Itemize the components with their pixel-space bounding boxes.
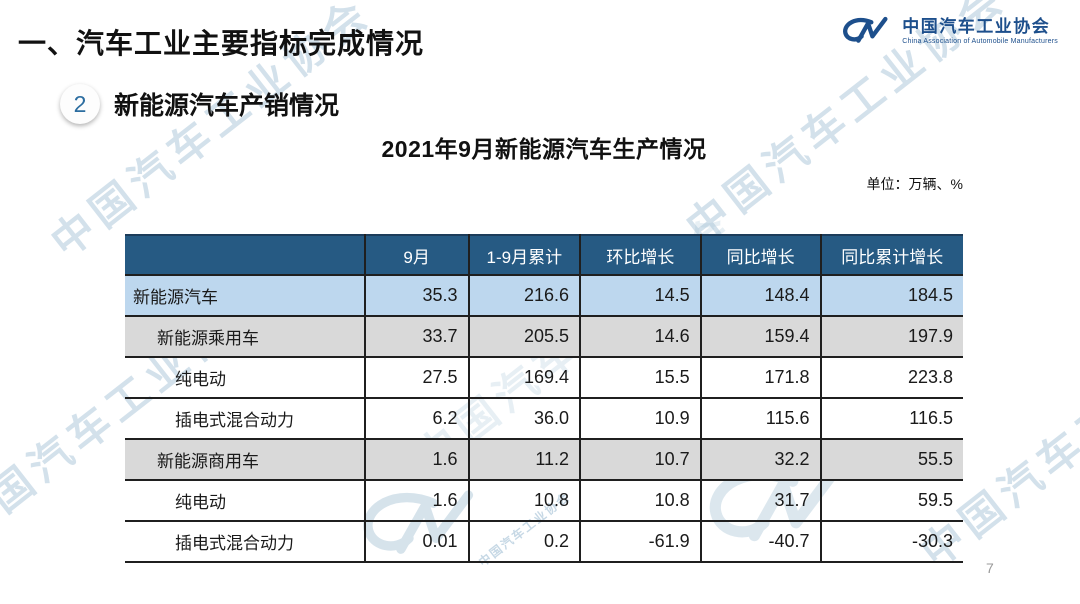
logo-name-en: China Association of Automobile Manufact… <box>902 38 1058 46</box>
col-header-mom: 环比增长 <box>579 235 701 275</box>
cell: 115.6 <box>699 398 821 439</box>
row-label: 插电式混合动力 <box>175 411 294 430</box>
cell: 223.8 <box>819 357 963 398</box>
col-header-blank <box>125 235 365 275</box>
cell: 171.8 <box>699 357 821 398</box>
section-header: 2 新能源汽车产销情况 <box>60 84 339 124</box>
row-label: 插电式混合动力 <box>175 534 294 553</box>
slide-heading: 一、汽车工业主要指标完成情况 <box>18 28 425 59</box>
cell: 205.5 <box>467 316 581 357</box>
cell: 10.9 <box>579 398 701 439</box>
table-block: 2021年9月新能源汽车生产情况 单位：万辆、% 9月 1-9月累计 环比增长 … <box>125 130 963 563</box>
col-header-month: 9月 <box>363 235 469 275</box>
cell: 35.3 <box>363 275 469 316</box>
cell: 6.2 <box>363 398 469 439</box>
row-label: 新能源商用车 <box>125 439 365 480</box>
cell: -61.9 <box>579 521 701 562</box>
cell: 10.8 <box>579 480 701 521</box>
table-row: 纯电动 27.5 169.4 15.5 171.8 223.8 <box>125 357 963 398</box>
cell: 148.4 <box>699 275 821 316</box>
cell: 0.01 <box>363 521 469 562</box>
cell: -40.7 <box>699 521 821 562</box>
cell: 14.6 <box>579 316 701 357</box>
cell: 14.5 <box>579 275 701 316</box>
caam-logo: 中国汽车工业协会 China Association of Automobile… <box>840 14 1058 50</box>
col-header-yoy-cum: 同比累计增长 <box>819 235 963 275</box>
table-header-row: 9月 1-9月累计 环比增长 同比增长 同比累计增长 <box>125 235 963 275</box>
section-title: 新能源汽车产销情况 <box>114 92 340 120</box>
table-title: 2021年9月新能源汽车生产情况 <box>381 136 707 162</box>
unit-note: 单位：万辆、% <box>866 176 963 192</box>
cm-logo-icon <box>843 16 888 43</box>
production-table: 9月 1-9月累计 环比增长 同比增长 同比累计增长 新能源汽车 35.3 21… <box>125 234 963 563</box>
table-row: 新能源乘用车 33.7 205.5 14.6 159.4 197.9 <box>125 316 963 357</box>
table-row: 新能源汽车 35.3 216.6 14.5 148.4 184.5 <box>125 275 963 316</box>
cell: 0.2 <box>467 521 581 562</box>
row-label: 新能源汽车 <box>125 275 365 316</box>
row-label: 纯电动 <box>175 493 226 512</box>
cell: 59.5 <box>819 480 963 521</box>
cell: 15.5 <box>579 357 701 398</box>
cell: 36.0 <box>467 398 581 439</box>
row-label: 纯电动 <box>175 370 226 389</box>
table-row: 纯电动 1.6 10.8 10.8 31.7 59.5 <box>125 480 963 521</box>
cell: 159.4 <box>699 316 821 357</box>
cell: 33.7 <box>363 316 469 357</box>
section-number-badge: 2 <box>60 84 100 124</box>
cell: 116.5 <box>819 398 963 439</box>
cell: 55.5 <box>819 439 963 480</box>
logo-text: 中国汽车工业协会 China Association of Automobile… <box>902 18 1058 45</box>
cell: -30.3 <box>819 521 963 562</box>
cell: 27.5 <box>363 357 469 398</box>
cell: 197.9 <box>819 316 963 357</box>
page-number: 7 <box>986 560 994 576</box>
logo-name-cn: 中国汽车工业协会 <box>902 17 1051 37</box>
cell: 11.2 <box>467 439 581 480</box>
cell: 10.7 <box>579 439 701 480</box>
table-row: 插电式混合动力 6.2 36.0 10.9 115.6 116.5 <box>125 398 963 439</box>
cell: 169.4 <box>467 357 581 398</box>
col-header-ytd: 1-9月累计 <box>467 235 581 275</box>
row-label: 新能源乘用车 <box>125 316 365 357</box>
cell: 1.6 <box>363 480 469 521</box>
cell: 216.6 <box>467 275 581 316</box>
cell: 184.5 <box>819 275 963 316</box>
col-header-yoy: 同比增长 <box>699 235 821 275</box>
cell: 32.2 <box>699 439 821 480</box>
table-row: 插电式混合动力 0.01 0.2 -61.9 -40.7 -30.3 <box>125 521 963 562</box>
cell: 10.8 <box>467 480 581 521</box>
cell: 31.7 <box>699 480 821 521</box>
cell: 1.6 <box>363 439 469 480</box>
table-row: 新能源商用车 1.6 11.2 10.7 32.2 55.5 <box>125 439 963 480</box>
